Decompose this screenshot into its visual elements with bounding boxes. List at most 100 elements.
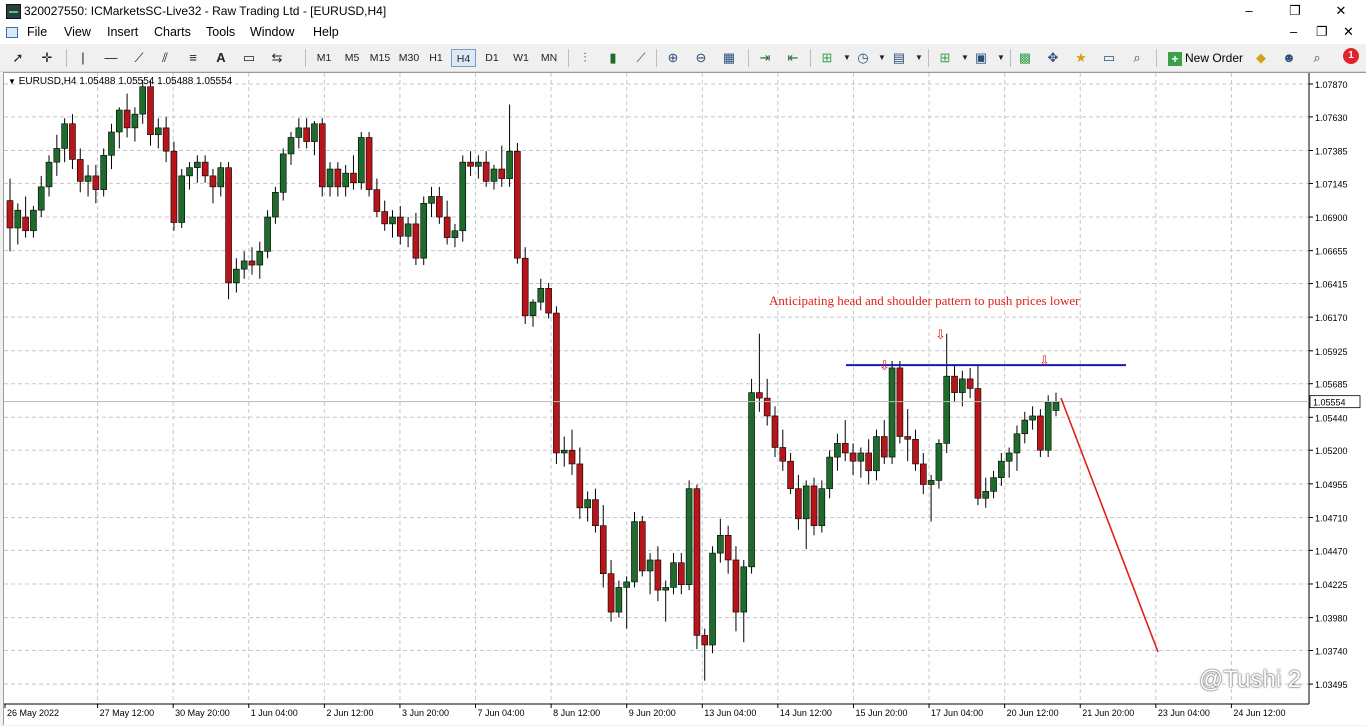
timeframe-h4[interactable]: H4 <box>451 49 476 67</box>
candle-body <box>998 460 1005 478</box>
chat-icon[interactable]: ☻ <box>1282 50 1296 65</box>
new-order-button[interactable]: + New Order <box>1168 48 1243 68</box>
timeframe-h1[interactable]: H1 <box>429 52 443 64</box>
candle-body <box>709 552 716 646</box>
algo-trading-icon[interactable]: ◆ <box>1256 50 1266 65</box>
profiles-icon[interactable]: ▣ <box>974 50 988 65</box>
timeframe-m15[interactable]: M15 <box>369 52 391 64</box>
strategy-tester-icon[interactable]: ⌕ <box>1133 50 1141 65</box>
chart-window[interactable]: 1.07870 1.07630 1.07385 1.07145 1.06900 1.066… <box>3 72 1366 725</box>
navigator-icon[interactable]: ★ <box>1075 50 1087 65</box>
notification-badge[interactable]: 1 <box>1343 48 1359 64</box>
candle-body <box>482 161 490 182</box>
timeframe-w1[interactable]: W1 <box>513 52 529 64</box>
new-chart-icon[interactable]: ⊞ <box>939 50 951 65</box>
y-tick-label: 1.07870 <box>1315 80 1348 90</box>
candle-body <box>685 488 693 585</box>
menu-window[interactable]: Window <box>250 25 295 39</box>
timeframe-m5[interactable]: M5 <box>344 52 360 64</box>
price-chart[interactable]: 1.07870 1.07630 1.07385 1.07145 1.06900 1.066… <box>4 73 1366 726</box>
cursor-icon[interactable]: ➚ <box>12 50 24 65</box>
toolbar-separator <box>748 49 749 67</box>
chevron-down-icon[interactable]: ▼ <box>843 53 851 62</box>
child-minimize-button[interactable]: – <box>1290 24 1298 39</box>
timeframe-m30[interactable]: M30 <box>398 52 420 64</box>
menu-charts[interactable]: Charts <box>154 25 191 39</box>
chart-shift-icon[interactable]: ⇤ <box>787 50 799 65</box>
terminal-icon[interactable]: ▭ <box>1102 50 1116 65</box>
chevron-down-icon[interactable]: ▼ <box>961 53 969 62</box>
minimize-button[interactable]: – <box>1245 3 1253 18</box>
candle-body <box>795 488 802 520</box>
candle-body <box>123 109 131 129</box>
y-tick-label: 1.06415 <box>1315 280 1348 290</box>
vertical-line-icon[interactable]: | <box>81 50 85 65</box>
menu-tools[interactable]: Tools <box>206 25 236 39</box>
candle-body <box>498 168 506 179</box>
candle-body <box>404 223 412 237</box>
x-tick-label: 2 Jun 12:00 <box>326 708 373 718</box>
candle-body <box>131 113 139 129</box>
templates-icon[interactable]: ▤ <box>892 50 906 65</box>
menu-view[interactable]: View <box>64 25 91 39</box>
y-tick-label: 1.04470 <box>1315 546 1348 556</box>
child-restore-button[interactable]: ❐ <box>1316 24 1328 39</box>
candle-body <box>459 161 467 232</box>
indicators-icon[interactable]: ⊞ <box>821 50 833 65</box>
crosshair-icon[interactable]: ✛ <box>41 50 53 65</box>
channel-icon[interactable]: ⫽ <box>162 50 168 65</box>
text-icon[interactable]: A <box>216 50 226 65</box>
candle-body <box>521 257 529 317</box>
close-button[interactable]: ✕ <box>1335 3 1347 18</box>
chevron-down-icon[interactable]: ▼ <box>878 53 886 62</box>
timeframe-m1[interactable]: M1 <box>316 52 332 64</box>
restore-button[interactable]: ❐ <box>1289 3 1301 18</box>
chart-window-icon[interactable] <box>6 27 18 38</box>
horizontal-line-icon[interactable]: — <box>104 50 118 65</box>
line-chart-icon[interactable]: ⟋ <box>636 50 646 65</box>
zoom-in-icon[interactable]: ⊕ <box>667 50 679 65</box>
candlestick-icon[interactable]: ▮ <box>609 50 617 65</box>
candle-body <box>654 559 662 591</box>
y-tick-label: 1.05200 <box>1315 446 1348 456</box>
candle-body <box>701 635 709 646</box>
autoscroll-icon[interactable]: ⇥ <box>759 50 771 65</box>
candle-body <box>412 223 420 259</box>
search-icon[interactable]: ⌕ <box>1313 50 1321 65</box>
chevron-down-icon[interactable]: ▼ <box>997 53 1005 62</box>
x-tick-label: 21 Jun 20:00 <box>1082 708 1134 718</box>
menu-insert[interactable]: Insert <box>107 25 139 39</box>
bar-chart-icon[interactable]: ⫶ <box>583 50 587 65</box>
menu-bar: File View Insert Charts Tools Window Hel… <box>0 22 1366 44</box>
menu-help[interactable]: Help <box>313 25 339 39</box>
candle-body <box>880 436 888 458</box>
tile-windows-icon[interactable]: ▦ <box>722 50 736 65</box>
candle-body <box>155 127 162 136</box>
child-close-button[interactable]: ✕ <box>1343 24 1354 39</box>
chevron-down-icon[interactable]: ▼ <box>915 53 923 62</box>
candle-body <box>162 127 170 152</box>
menu-file[interactable]: File <box>27 25 48 39</box>
y-tick-label: 1.05925 <box>1315 347 1348 357</box>
candle-body <box>826 456 833 489</box>
candle-body <box>248 260 256 266</box>
market-watch-icon[interactable]: ▩ <box>1018 50 1032 65</box>
trendline-icon[interactable]: ⟋ <box>134 50 144 65</box>
chart-info-label: ▼ EURUSD,H4 1.05488 1.05554 1.05488 1.05… <box>8 76 232 87</box>
candle-body <box>428 196 435 204</box>
fibonacci-icon[interactable]: ≡ <box>189 50 197 65</box>
timeframe-mn[interactable]: MN <box>540 52 558 64</box>
x-tick-label: 26 May 2022 <box>7 708 59 718</box>
x-tick-label: 3 Jun 20:00 <box>402 708 449 718</box>
candle-body <box>272 192 279 218</box>
candle-body <box>186 167 193 177</box>
candle-body <box>396 216 404 237</box>
chart-menu-triangle-icon[interactable]: ▼ <box>8 77 16 86</box>
timeframe-d1[interactable]: D1 <box>485 52 499 64</box>
zoom-out-icon[interactable]: ⊖ <box>695 50 707 65</box>
arrows-icon[interactable]: ⇆ <box>271 50 283 65</box>
text-label-icon[interactable]: ▭ <box>242 50 256 65</box>
candle-body <box>295 127 303 138</box>
data-window-icon[interactable]: ✥ <box>1047 50 1059 65</box>
periods-icon[interactable]: ◷ <box>857 50 869 65</box>
